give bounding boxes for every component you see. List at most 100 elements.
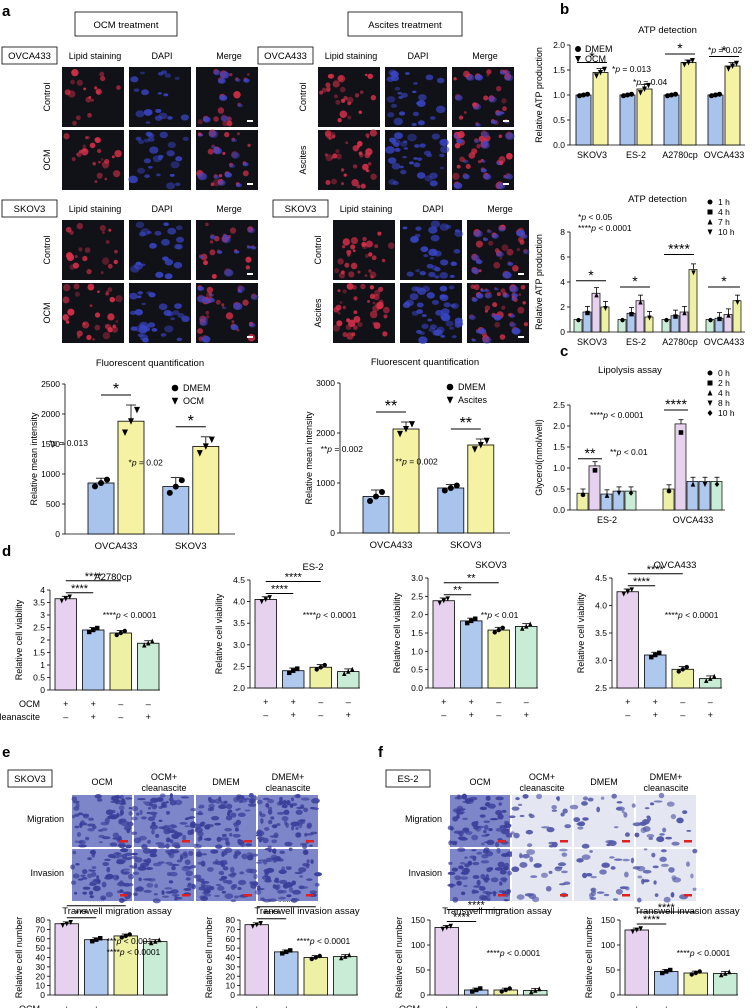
stained-cell [151, 803, 158, 810]
data-point [602, 66, 607, 73]
data-point [576, 317, 581, 323]
stained-cell [267, 806, 273, 811]
scale-bar [244, 840, 252, 843]
lipid-spot [383, 314, 388, 319]
data-point [280, 951, 285, 956]
data-point [92, 483, 98, 490]
nucleus-spot [157, 92, 162, 95]
stained-cell [165, 837, 171, 843]
cleanascite-sign: – [63, 712, 68, 722]
micro-tile [129, 220, 191, 280]
chart-title: ATP detection [638, 25, 697, 36]
y-tick-label: 50 [606, 965, 616, 975]
stained-cell [490, 877, 499, 883]
nucleus-spot [474, 139, 481, 144]
stained-cell [225, 836, 229, 843]
cell-line-box [1, 46, 58, 65]
y-tick-label: 50 [226, 943, 236, 953]
data-point [708, 675, 713, 681]
column-header: DMEM [590, 777, 618, 787]
data-point [524, 623, 529, 629]
micro-tile [385, 67, 447, 127]
stained-cell [214, 894, 220, 898]
cleanascite-sign: + [146, 712, 151, 722]
stained-cell [480, 842, 485, 846]
nucleus-spot [202, 116, 211, 123]
data-point [684, 664, 689, 670]
stained-cell [511, 866, 520, 873]
lipid-spot [82, 321, 90, 329]
stained-cell [119, 794, 124, 800]
stained-cell [497, 813, 504, 820]
nucleus-spot [423, 150, 432, 156]
nucleus-spot [393, 117, 403, 126]
lipid-spot [369, 310, 378, 319]
data-point [295, 666, 300, 671]
stained-cell [310, 806, 315, 810]
stained-cell [577, 821, 586, 827]
stained-cell [128, 811, 133, 816]
stained-cell [219, 861, 228, 865]
stained-cell [692, 848, 698, 854]
row-label-ocm: OCM [19, 699, 40, 709]
micro-background [196, 130, 258, 190]
data-point [146, 640, 151, 646]
data-point [473, 616, 478, 621]
ocm-sign: + [284, 1004, 289, 1008]
stained-cell [71, 796, 78, 802]
stained-cell [585, 872, 593, 877]
stained-cell [100, 895, 107, 901]
column-header: Lipid staining [69, 204, 122, 214]
bar [467, 444, 495, 534]
stained-cell [106, 866, 111, 873]
lipid-spot [477, 160, 482, 164]
data-point [638, 299, 643, 305]
lipid-spot [205, 291, 213, 299]
cleanascite-sign: + [291, 710, 296, 720]
stained-cell [146, 882, 154, 888]
lipid-spot [336, 320, 343, 327]
stained-cell [652, 865, 659, 869]
significance-stars: **** [468, 900, 486, 912]
stained-cell [296, 793, 301, 798]
lipid-spot [89, 142, 96, 149]
y-tick-label: 4.0 [595, 601, 607, 611]
lipid-spot [340, 168, 345, 172]
micro-tile [333, 220, 395, 280]
lipid-spot [108, 228, 112, 232]
ocm-sign: + [291, 697, 296, 707]
stained-cell [309, 844, 313, 847]
ocm-sign: – [123, 1004, 128, 1008]
stained-cell [182, 851, 188, 857]
stained-cell [70, 864, 75, 870]
nucleus-spot [175, 225, 183, 230]
nucleus-spot [430, 220, 441, 228]
lipid-spot [209, 240, 214, 244]
nucleus-spot [154, 230, 162, 236]
nucleus-spot [146, 230, 152, 234]
scale-bar [622, 840, 630, 843]
stained-cell [215, 858, 219, 865]
nucleus-spot [161, 238, 170, 246]
stained-cell [471, 834, 479, 841]
data-point [735, 300, 740, 306]
micro-background [333, 220, 395, 280]
lipid-spot [373, 294, 380, 301]
stained-cell [309, 890, 318, 894]
y-tick-label: 20 [226, 971, 236, 981]
stained-cell [298, 867, 307, 873]
significance-stars: * [721, 273, 727, 289]
y-tick-label: 0.5 [553, 484, 565, 494]
ocm-sign: – [118, 699, 123, 709]
stained-cell [282, 799, 287, 806]
lipid-spot [76, 152, 79, 156]
significance-stars: **** [633, 576, 651, 588]
stained-cell [643, 848, 648, 851]
lipid-spot [370, 275, 374, 279]
nucleus-spot [199, 255, 205, 259]
y-tick-label: 2000 [316, 428, 335, 438]
nucleus-spot [480, 289, 486, 293]
lipid-spot [333, 94, 338, 99]
significance-stars: **** [643, 914, 661, 926]
